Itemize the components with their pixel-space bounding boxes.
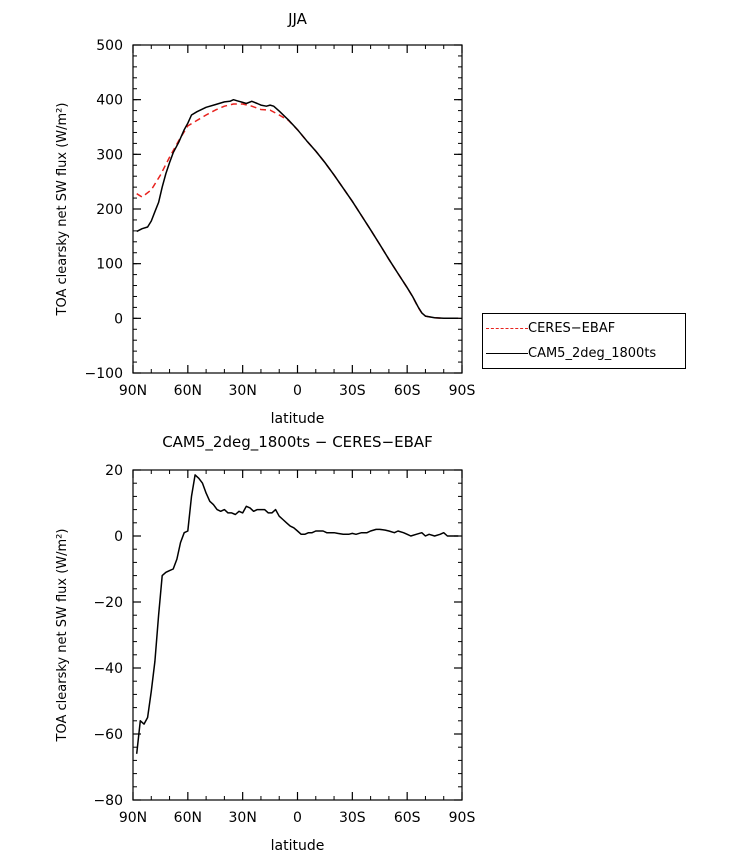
chart-title-upper: JJA <box>287 10 308 28</box>
legend: CERES−EBAF CAM5_2deg_1800ts <box>482 313 686 369</box>
y-tick-label: −20 <box>93 595 123 611</box>
x-axis-label-lower: latitude <box>271 838 325 854</box>
x-tick-label: 30S <box>339 383 366 399</box>
legend-entry-ceres: CERES−EBAF <box>483 320 615 336</box>
x-axis-label-upper: latitude <box>271 411 325 427</box>
y-tick-label: 500 <box>96 38 123 54</box>
y-tick-label: 0 <box>114 311 123 327</box>
x-tick-label: 30N <box>229 810 257 826</box>
y-tick-label: 200 <box>96 202 123 218</box>
legend-swatch-ceres <box>486 327 528 329</box>
y-tick-label: −100 <box>85 366 123 382</box>
x-tick-label: 30S <box>339 810 366 826</box>
plot-lower: 90N 60N 30N 0 30S 60S 90S −80 −60 −40 −20 0 20 CAM5_2… <box>55 433 475 854</box>
plot-upper: 90N 60N 30N 0 30S 60S 90S −100 0 100 200 300 400 500 J… <box>55 10 475 427</box>
x-tick-label: 90N <box>119 810 147 826</box>
x-tick-label: 60N <box>174 383 202 399</box>
y-tick-label: 0 <box>114 529 123 545</box>
x-tick-label: 0 <box>293 383 302 399</box>
plot-frame-lower <box>132 469 463 801</box>
x-tick-label: 30N <box>229 383 257 399</box>
x-tick-label: 90S <box>449 810 476 826</box>
y-tick-label: −80 <box>93 793 123 809</box>
x-tick-label: 90N <box>119 383 147 399</box>
legend-entry-cam5: CAM5_2deg_1800ts <box>483 345 656 361</box>
y-axis-label-lower: TOA clearsky net SW flux (W/m²) <box>55 529 70 743</box>
y-tick-label: 300 <box>96 147 123 163</box>
y-tick-label: 400 <box>96 93 123 109</box>
y-tick-label: 100 <box>96 257 123 273</box>
y-axis-label-upper: TOA clearsky net SW flux (W/m²) <box>55 103 70 317</box>
series-line-lower-0 <box>135 474 459 754</box>
plot-frame-upper <box>132 44 463 374</box>
legend-label-cam5: CAM5_2deg_1800ts <box>528 345 657 361</box>
y-tick-label: −40 <box>93 661 123 677</box>
legend-swatch-cam5 <box>486 352 528 354</box>
x-tick-label: 0 <box>293 810 302 826</box>
series-line-upper-0 <box>136 103 459 320</box>
x-tick-label: 60N <box>174 810 202 826</box>
y-tick-label: 20 <box>105 463 123 479</box>
chart-title-lower: CAM5_2deg_1800ts − CERES−EBAF <box>162 433 433 452</box>
series-line-upper-1 <box>136 98 459 320</box>
x-tick-label: 60S <box>394 383 421 399</box>
y-tick-label: −60 <box>93 727 123 743</box>
x-tick-label: 90S <box>449 383 476 399</box>
x-tick-label: 60S <box>394 810 421 826</box>
legend-label-ceres: CERES−EBAF <box>528 320 616 336</box>
